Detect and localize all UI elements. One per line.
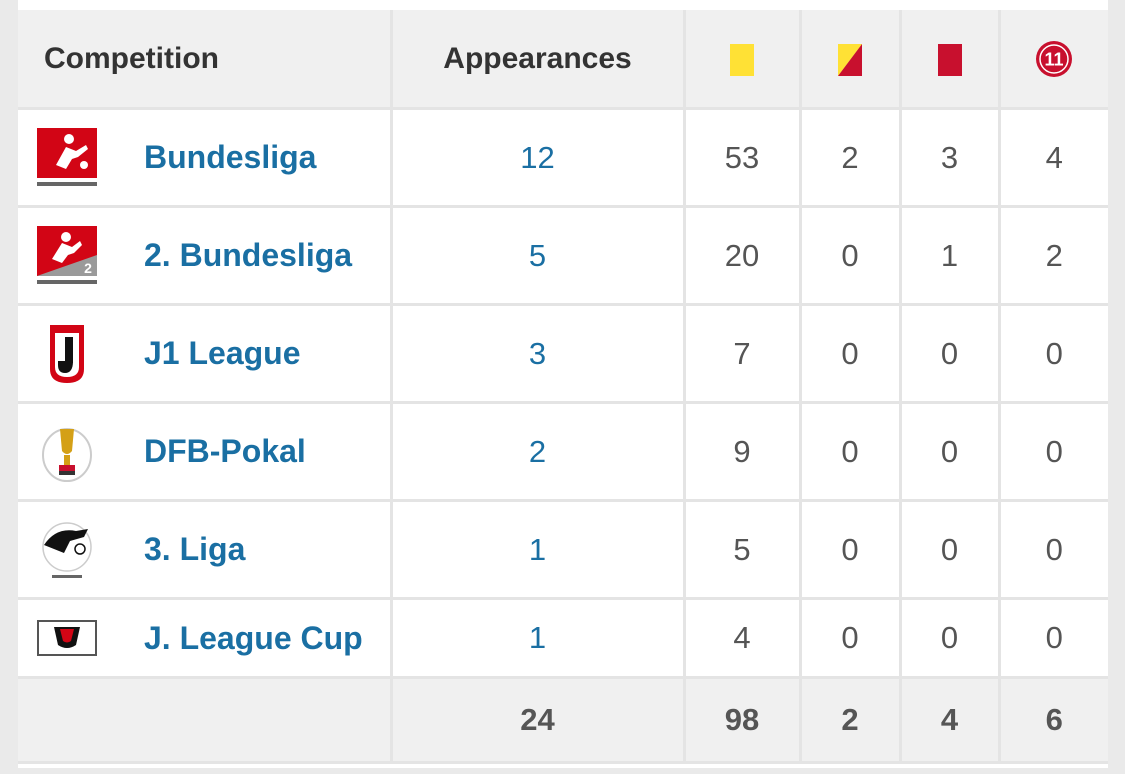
totals-row: 24 98 2 4 6 <box>18 677 1108 764</box>
yellow-cards-value: 9 <box>684 402 802 502</box>
svg-text:2: 2 <box>84 260 92 276</box>
yellow-cards-value: 5 <box>684 500 802 600</box>
appearances-link[interactable]: 1 <box>391 598 686 679</box>
second-yellow-value: 0 <box>800 304 902 404</box>
second-yellow-value: 0 <box>800 598 902 679</box>
red-cards-value: 0 <box>900 304 1001 404</box>
competition-cell: J1 League <box>18 304 393 404</box>
penalty-icon: 11 <box>1036 40 1073 77</box>
red-cards-value: 1 <box>900 206 1001 306</box>
appearances-link[interactable]: 5 <box>391 206 686 306</box>
dfb-pokal-logo-icon <box>42 427 92 482</box>
totals-label-cell <box>18 677 393 764</box>
penalty-label: 11 <box>1045 49 1064 69</box>
penalty-value: 4 <box>999 108 1108 208</box>
red-card-header[interactable] <box>900 10 1001 110</box>
second-yellow-value: 0 <box>800 402 902 502</box>
yellow-cards-value: 7 <box>684 304 802 404</box>
j1-league-logo-icon <box>50 324 84 383</box>
second-yellow-value: 0 <box>800 500 902 600</box>
appearances-link[interactable]: 2 <box>391 402 686 502</box>
bundesliga-logo-icon <box>37 127 97 186</box>
total-appearances: 24 <box>391 677 686 764</box>
yellow-card-icon <box>730 43 754 76</box>
appearances-link[interactable]: 3 <box>391 304 686 404</box>
penalty-value: 2 <box>999 206 1108 306</box>
yellow-card-header[interactable] <box>684 10 802 110</box>
red-cards-value: 3 <box>900 108 1001 208</box>
yellow-cards-value: 4 <box>684 598 802 679</box>
second-yellow-card-header[interactable] <box>800 10 902 110</box>
competition-stats-table: Competition Appearances <box>18 10 1108 764</box>
competition-cell: Bundesliga <box>18 108 393 208</box>
competition-cell: J. League Cup <box>18 598 393 679</box>
appearances-link[interactable]: 1 <box>391 500 686 600</box>
red-cards-value: 0 <box>900 500 1001 600</box>
second-yellow-value: 2 <box>800 108 902 208</box>
competition-link[interactable]: 3. Liga <box>144 531 246 567</box>
competition-link[interactable]: DFB-Pokal <box>144 433 306 469</box>
table-header-row: Competition Appearances <box>18 10 1108 110</box>
competition-link[interactable]: J. League Cup <box>144 619 363 656</box>
penalty-value: 0 <box>999 500 1108 600</box>
total-second-yellow: 2 <box>800 677 902 764</box>
competition-link[interactable]: J1 League <box>144 335 301 371</box>
2-bundesliga-logo-icon: 2 <box>37 225 97 284</box>
penalty-value: 0 <box>999 402 1108 502</box>
j-league-cup-logo-icon <box>37 620 97 656</box>
yellow-cards-value: 53 <box>684 108 802 208</box>
competition-header[interactable]: Competition <box>18 10 393 110</box>
competition-cell: 2 2. Bundesliga <box>18 206 393 306</box>
second-yellow-card-icon <box>838 43 862 76</box>
competition-link[interactable]: Bundesliga <box>144 139 317 175</box>
competition-cell: 3. Liga <box>18 500 393 600</box>
competition-cell: DFB-Pokal <box>18 402 393 502</box>
table-row: J. League Cup 1 4 0 0 0 <box>18 598 1108 679</box>
competition-link[interactable]: 2. Bundesliga <box>144 237 353 273</box>
second-yellow-value: 0 <box>800 206 902 306</box>
penalty-header[interactable]: 11 <box>999 10 1108 110</box>
table-row: DFB-Pokal 2 9 0 0 0 <box>18 402 1108 502</box>
red-cards-value: 0 <box>900 402 1001 502</box>
total-red-cards: 4 <box>900 677 1001 764</box>
yellow-cards-value: 20 <box>684 206 802 306</box>
table-row: 3. Liga 1 5 0 0 0 <box>18 500 1108 600</box>
red-card-icon <box>937 43 962 76</box>
table-row: Bundesliga 12 53 2 3 4 <box>18 108 1108 208</box>
total-yellow-cards: 98 <box>684 677 802 764</box>
red-cards-value: 0 <box>900 598 1001 679</box>
3-liga-logo-icon <box>42 521 92 578</box>
appearances-link[interactable]: 12 <box>391 108 686 208</box>
total-penalties: 6 <box>999 677 1108 764</box>
penalty-value: 0 <box>999 304 1108 404</box>
table-row: 2 2. Bundesliga 5 20 0 1 2 <box>18 206 1108 306</box>
table-row: J1 League 3 7 0 0 0 <box>18 304 1108 404</box>
appearances-header[interactable]: Appearances <box>391 10 686 110</box>
penalty-value: 0 <box>999 598 1108 679</box>
